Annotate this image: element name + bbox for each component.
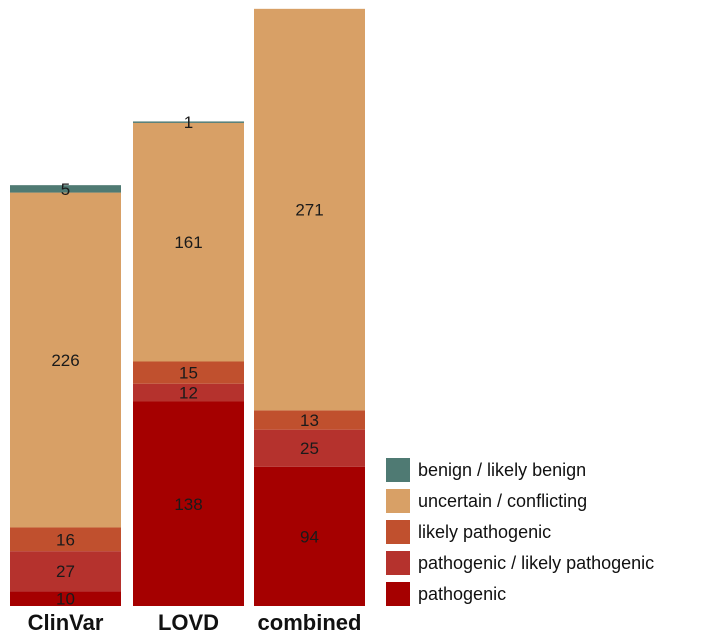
legend-swatch bbox=[386, 520, 410, 544]
data-label-combined-2: 13 bbox=[300, 411, 319, 430]
legend-swatch bbox=[386, 582, 410, 606]
data-label-lovd-0: 138 bbox=[174, 495, 202, 514]
data-label-clinvar-0: 10 bbox=[56, 590, 75, 609]
legend-swatch bbox=[386, 458, 410, 482]
bars-layer bbox=[10, 8, 365, 606]
bar-segment-lovd-1 bbox=[133, 383, 244, 402]
data-label-combined-0: 94 bbox=[300, 527, 319, 546]
data-label-clinvar-4: 5 bbox=[61, 180, 70, 199]
bar-segment-clinvar-1 bbox=[10, 551, 121, 592]
bar-segment-combined-1 bbox=[254, 429, 365, 467]
legend-swatch bbox=[386, 551, 410, 575]
bar-segment-lovd-2 bbox=[133, 361, 244, 384]
data-label-clinvar-3: 226 bbox=[51, 351, 79, 370]
category-label-combined: combined bbox=[258, 610, 362, 635]
data-label-lovd-4: 1 bbox=[184, 113, 193, 132]
data-label-combined-1: 25 bbox=[300, 439, 319, 458]
legend-swatch bbox=[386, 489, 410, 513]
bar-segment-clinvar-3 bbox=[10, 192, 121, 528]
bar-segment-lovd-4 bbox=[133, 121, 244, 123]
bar-segment-combined-0 bbox=[254, 466, 365, 606]
legend-label: likely pathogenic bbox=[418, 522, 551, 542]
data-label-clinvar-2: 16 bbox=[56, 530, 75, 549]
legend-label: pathogenic bbox=[418, 584, 506, 604]
data-label-lovd-2: 15 bbox=[179, 364, 198, 383]
legend-label: benign / likely benign bbox=[418, 460, 586, 480]
legend: benign / likely benign uncertain / confli… bbox=[386, 458, 654, 606]
bar-segment-lovd-3 bbox=[133, 122, 244, 362]
bar-segment-clinvar-0 bbox=[10, 591, 121, 606]
bar-segment-combined-2 bbox=[254, 410, 365, 430]
legend-label: uncertain / conflicting bbox=[418, 491, 587, 511]
data-label-lovd-3: 161 bbox=[174, 233, 202, 252]
bar-segment-lovd-0 bbox=[133, 401, 244, 606]
data-label-combined-3: 271 bbox=[295, 201, 323, 220]
legend-label: pathogenic / likely pathogenic bbox=[418, 553, 654, 573]
data-label-clinvar-1: 27 bbox=[56, 562, 75, 581]
category-label-lovd: LOVD bbox=[158, 610, 219, 635]
bar-segment-combined-3 bbox=[254, 8, 365, 411]
data-label-lovd-1: 12 bbox=[179, 384, 198, 403]
category-labels-layer: ClinVar LOVD combined bbox=[28, 610, 362, 635]
bar-segment-clinvar-4 bbox=[10, 185, 121, 193]
bar-segment-clinvar-2 bbox=[10, 527, 121, 552]
category-label-clinvar: ClinVar bbox=[28, 610, 104, 635]
